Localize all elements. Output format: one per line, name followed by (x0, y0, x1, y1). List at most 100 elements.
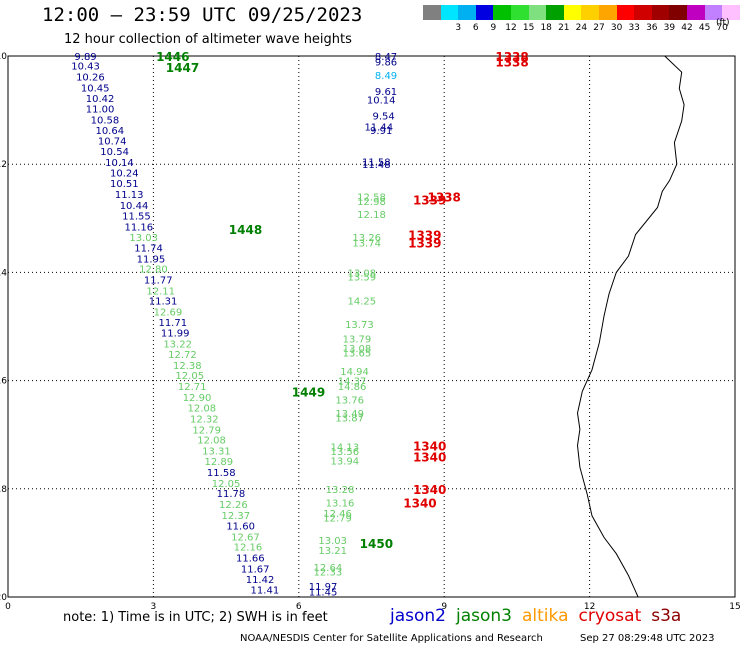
wave-height-value: 11.55 (122, 212, 151, 223)
y-tick-label: -20 (0, 593, 7, 603)
wave-height-value: 13.21 (318, 546, 347, 557)
colorbar-swatch (511, 5, 529, 20)
colorbar-swatch (528, 5, 547, 20)
wave-height-value: 13.08 (343, 344, 372, 355)
wave-height-value: 12.26 (219, 500, 248, 511)
wave-height-value: 13.79 (343, 334, 372, 345)
colorbar-swatch (722, 5, 740, 20)
wave-height-value: 11.60 (226, 522, 255, 533)
colorbar-swatch (599, 5, 617, 20)
wave-height-value: 12.08 (188, 404, 217, 415)
wave-height-value: 12.71 (178, 382, 207, 393)
wave-height-value: 13.08 (347, 268, 376, 279)
wave-height-value: 11.00 (86, 104, 115, 115)
colorbar-tick: 15 (522, 23, 535, 33)
wave-height-value: 11.44 (364, 122, 393, 133)
pass-number-label: 1340 (403, 496, 436, 510)
wave-height-value: 10.58 (91, 115, 120, 126)
colorbar-swatch (458, 5, 476, 20)
pass-number-label: 1339 (413, 193, 446, 207)
wave-height-value: 12.98 (357, 197, 386, 208)
wave-height-value: 14.86 (338, 382, 367, 393)
pass-number-label: 1338 (427, 191, 460, 205)
wave-height-value: 12.69 (154, 307, 183, 318)
wave-height-value: 12.18 (357, 210, 386, 221)
colorbar-tick: 9 (490, 23, 497, 33)
wave-height-value: 12.16 (234, 543, 263, 554)
y-tick-label: -12 (0, 160, 7, 170)
colorbar-tick: 70 (716, 23, 728, 33)
colorbar-swatch (651, 5, 670, 20)
colorbar-swatch (669, 5, 687, 20)
wave-height-value: 12.11 (146, 286, 175, 297)
wave-height-value: 11.48 (362, 160, 391, 171)
wave-height-value: 10.64 (95, 126, 124, 137)
wave-height-value: 13.16 (326, 498, 355, 509)
pass-number-label: 1338 (495, 55, 528, 69)
wave-height-value: 9.91 (370, 126, 392, 137)
wave-height-value: 8.47 (375, 52, 397, 63)
wave-height-value: 12.67 (231, 532, 260, 543)
wave-height-value: 9.89 (74, 52, 96, 63)
colorbar-swatch (563, 5, 582, 20)
wave-height-value: 10.24 (110, 168, 139, 179)
wave-height-value: 10.26 (76, 73, 105, 84)
wave-height-value: 12.79 (192, 425, 221, 436)
colorbar-tick: 42 (681, 23, 693, 33)
colorbar-swatch (546, 5, 564, 20)
wave-height-value: 10.45 (81, 83, 110, 94)
colorbar-tick: 6 (472, 23, 479, 33)
wave-height-value: 12.33 (314, 568, 343, 579)
colorbar-units: (ft) (716, 18, 730, 28)
map-grid (7, 55, 736, 598)
wave-height-value: 14.37 (338, 377, 367, 388)
pass-number-label: 1446 (156, 50, 189, 64)
colorbar-tick: 24 (575, 23, 588, 33)
wave-height-value: 9.86 (375, 57, 397, 68)
wave-height-value: 11.45 (309, 588, 338, 599)
x-tick-label: 15 (729, 602, 740, 612)
wave-height-value: 10.14 (367, 95, 396, 106)
wave-height-value: 13.65 (343, 348, 372, 359)
wave-height-value: 12.46 (323, 509, 352, 520)
colorbar-tick: 39 (663, 23, 676, 33)
wave-height-value: 12.37 (221, 511, 250, 522)
colorbar-tick: 3 (455, 23, 462, 33)
colorbar-swatch (440, 5, 459, 20)
colorbar-tick: 27 (593, 23, 605, 33)
wave-height-value: 11.78 (217, 489, 246, 500)
wave-height-value: 11.31 (149, 297, 178, 308)
wave-height-value: 11.66 (236, 554, 265, 565)
coastline-path (576, 55, 685, 598)
wave-height-value: 12.64 (314, 563, 343, 574)
pass-number-label: 1340 (413, 450, 446, 464)
wave-height-value: 13.49 (335, 409, 364, 420)
wave-height-value: 8.49 (375, 71, 397, 82)
wave-height-value: 14.13 (331, 443, 360, 454)
pass-number-label: 1339 (408, 229, 441, 243)
pass-number-label: 1447 (166, 61, 199, 75)
wave-height-value: 11.58 (207, 468, 236, 479)
colorbar-swatch (493, 5, 511, 20)
wave-height-value: 12.80 (139, 265, 168, 276)
wave-height-value: 11.67 (241, 564, 270, 575)
wave-height-value: 12.58 (357, 193, 386, 204)
wave-height-value: 13.22 (163, 339, 192, 350)
wave-height-value: 10.44 (120, 201, 149, 212)
colorbar-tick: 36 (646, 23, 658, 33)
axis-labels: -10 -12 -14 -16 -18 -200 3 6 9 12 15 (0, 52, 740, 612)
x-tick-label: 12 (584, 602, 595, 612)
wave-height-value: 13.76 (335, 396, 364, 407)
credit-text: NOAA/NESDIS Center for Satellite Applica… (240, 633, 543, 644)
wave-height-value: 12.08 (197, 436, 226, 447)
y-tick-label: -16 (0, 377, 7, 387)
coastline (576, 55, 685, 598)
pass-number-label: 1449 (292, 385, 325, 399)
wave-height-value: 12.89 (205, 457, 234, 468)
x-tick-label: 0 (5, 602, 11, 612)
wave-height-value: 12.32 (190, 414, 219, 425)
wave-height-value: 11.58 (362, 157, 391, 168)
colorbar-swatch (581, 5, 599, 20)
wave-height-value: 13.73 (345, 320, 374, 331)
